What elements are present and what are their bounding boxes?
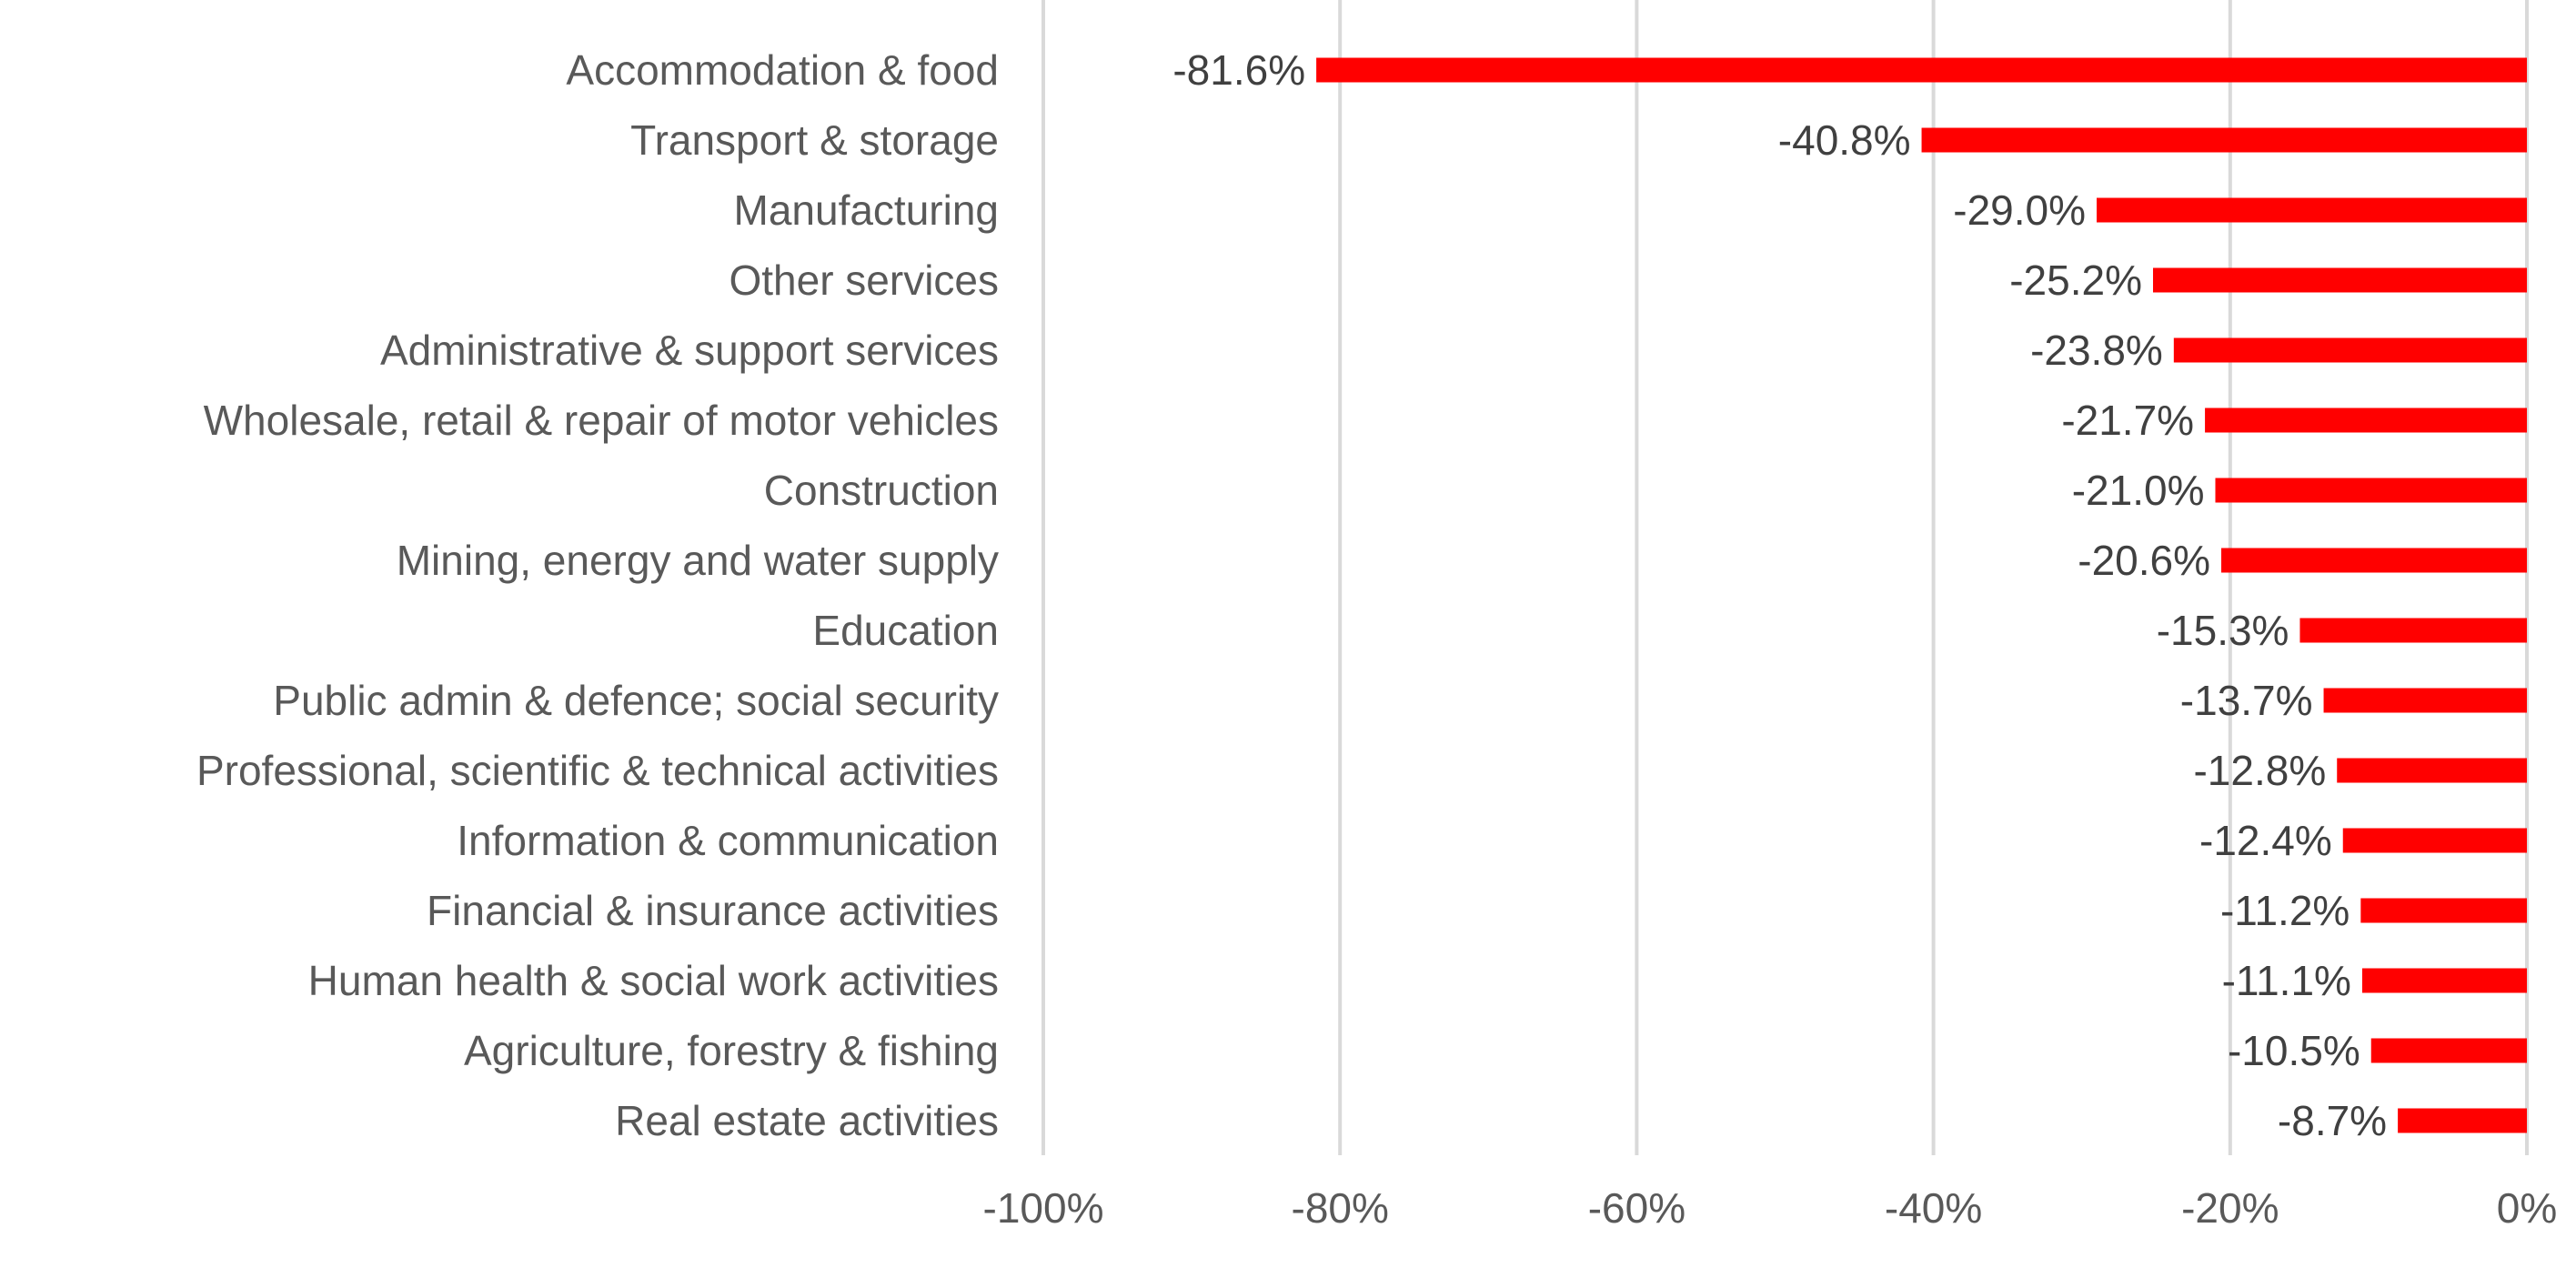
bar	[2360, 898, 2527, 923]
data-label: -12.8%	[2193, 747, 2326, 794]
data-label: -13.7%	[2180, 677, 2313, 724]
data-label: -81.6%	[1172, 46, 1305, 94]
category-label: Public admin & defence; social security	[273, 677, 999, 724]
bar	[2398, 1108, 2527, 1133]
data-label: -12.4%	[2199, 817, 2332, 864]
category-label: Human health & social work activities	[308, 957, 999, 1004]
data-label: -11.2%	[2220, 887, 2350, 934]
bar	[2097, 197, 2527, 223]
bar	[2299, 618, 2527, 643]
bar	[2205, 408, 2527, 433]
x-tick-label: -100%	[983, 1184, 1104, 1232]
category-label: Accommodation & food	[566, 46, 999, 94]
category-label: Information & communication	[457, 817, 999, 864]
category-label: Manufacturing	[734, 186, 1000, 234]
data-label: -21.7%	[2061, 397, 2194, 444]
gridlines	[1041, 0, 2529, 1155]
x-tick-label: 0%	[2497, 1184, 2557, 1232]
category-label: Financial & insurance activities	[427, 887, 999, 934]
bar	[2152, 267, 2527, 293]
data-label: -11.1%	[2222, 957, 2351, 1004]
category-label: Administrative & support services	[380, 327, 999, 374]
data-label: -29.0%	[1953, 186, 2086, 234]
bars	[1316, 57, 2527, 1133]
bar	[2361, 968, 2527, 993]
category-label: Construction	[764, 467, 999, 514]
bar	[2370, 1038, 2527, 1063]
data-label: -10.5%	[2228, 1027, 2360, 1074]
bar	[1316, 57, 2527, 83]
x-tick-label: -40%	[1885, 1184, 1982, 1232]
category-label: Transport & storage	[630, 116, 999, 164]
bar	[2323, 688, 2527, 713]
x-tick-label: -80%	[1292, 1184, 1389, 1232]
category-labels: Accommodation & food Transport & storage M…	[196, 46, 999, 1144]
bar	[1921, 127, 2527, 153]
category-label: Agriculture, forestry & fishing	[464, 1027, 999, 1074]
bar	[2215, 478, 2527, 503]
data-label: -15.3%	[2157, 607, 2289, 654]
data-label: -40.8%	[1778, 116, 1911, 164]
x-tick-label: -60%	[1588, 1184, 1685, 1232]
data-label: -25.2%	[2009, 257, 2142, 304]
category-label: Wholesale, retail & repair of motor vehi…	[204, 397, 999, 444]
bar	[2342, 828, 2527, 853]
data-label: -23.8%	[2030, 327, 2163, 374]
category-label: Other services	[729, 257, 999, 304]
data-label: -20.6%	[2078, 537, 2210, 584]
x-tick-label: -20%	[2181, 1184, 2279, 1232]
data-label: -21.0%	[2072, 467, 2205, 514]
x-axis-tick-labels: -100% -80% -60% -40% -20% 0%	[983, 1184, 2558, 1232]
bar	[2221, 548, 2527, 573]
category-label: Real estate activities	[615, 1097, 999, 1144]
data-label: -8.7%	[2278, 1097, 2387, 1144]
category-label: Mining, energy and water supply	[397, 537, 999, 584]
bar	[2337, 758, 2527, 783]
bar	[2173, 337, 2527, 363]
data-labels: -81.6% -40.8% -29.0% -25.2% -23.8% -21.7% -21.…	[1172, 46, 2387, 1144]
category-label: Professional, scientific & technical act…	[196, 747, 999, 794]
category-label: Education	[812, 607, 999, 654]
